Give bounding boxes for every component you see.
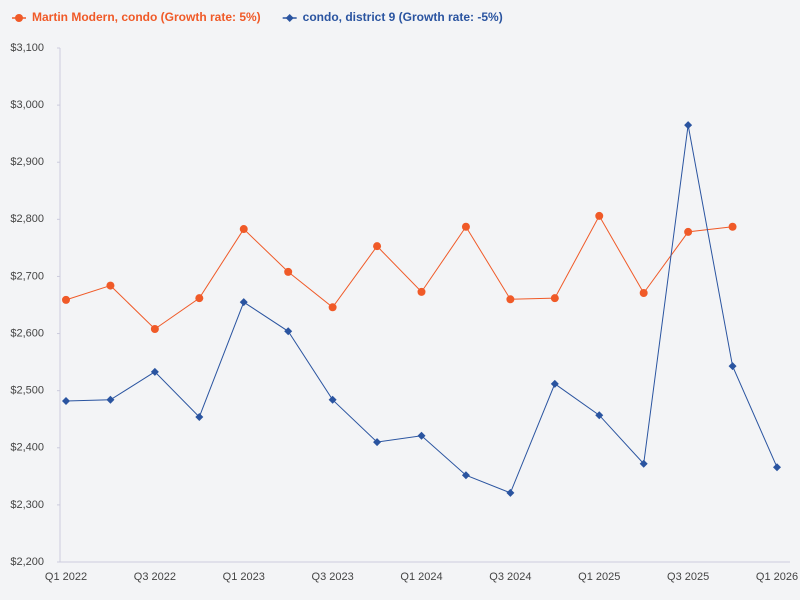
data-point (284, 267, 293, 276)
data-point (373, 242, 382, 251)
data-point (595, 211, 604, 220)
y-tick-label: $3,100 (10, 42, 44, 54)
data-point (639, 289, 648, 298)
data-point (550, 294, 559, 303)
data-point (684, 121, 693, 130)
y-tick-label: $2,300 (10, 499, 44, 511)
legend-label: Martin Modern, condo (Growth rate: 5%) (32, 10, 261, 24)
data-point (284, 327, 293, 336)
data-point (328, 303, 337, 312)
data-point (506, 488, 515, 497)
data-point (461, 222, 470, 231)
x-tick-label: Q1 2022 (45, 571, 87, 583)
y-tick-label: $2,600 (10, 327, 44, 339)
data-point (595, 411, 604, 420)
data-point (106, 395, 115, 404)
data-point (461, 471, 470, 480)
y-tick-label: $2,500 (10, 385, 44, 397)
data-point (62, 396, 70, 405)
data-point (417, 431, 426, 440)
legend-marker (15, 14, 23, 22)
x-tick-label: Q1 2023 (223, 571, 265, 583)
legend-label: condo, district 9 (Growth rate: -5%) (303, 10, 503, 24)
data-point (62, 295, 70, 304)
x-tick-label: Q1 2026 (756, 571, 798, 583)
data-point (728, 362, 737, 371)
data-point (195, 294, 204, 303)
y-tick-label: $2,800 (10, 213, 44, 225)
y-tick-label: $3,000 (10, 99, 44, 111)
data-point (239, 298, 248, 307)
data-point (106, 281, 115, 290)
x-tick-label: Q3 2025 (667, 571, 709, 583)
legend-marker (285, 14, 294, 22)
y-tick-label: $2,700 (10, 270, 44, 282)
data-point (417, 287, 426, 296)
data-point (773, 463, 781, 472)
data-point (150, 367, 159, 376)
data-point (684, 227, 693, 236)
series-line (65, 214, 733, 330)
x-tick-label: Q1 2024 (400, 571, 442, 583)
data-point (195, 412, 204, 421)
y-tick-label: $2,200 (10, 556, 44, 568)
x-tick-label: Q3 2022 (134, 571, 176, 583)
data-point (550, 379, 559, 388)
data-point (373, 438, 382, 447)
x-tick-label: Q1 2025 (578, 571, 620, 583)
x-tick-label: Q3 2024 (489, 571, 531, 583)
y-tick-label: $2,400 (10, 442, 44, 454)
data-point (328, 395, 337, 404)
y-tick-label: $2,900 (10, 156, 44, 168)
x-tick-label: Q3 2023 (312, 571, 354, 583)
data-point (239, 225, 248, 234)
data-point (506, 295, 515, 304)
data-point (150, 324, 159, 333)
data-point (639, 459, 648, 468)
data-point (728, 222, 737, 231)
